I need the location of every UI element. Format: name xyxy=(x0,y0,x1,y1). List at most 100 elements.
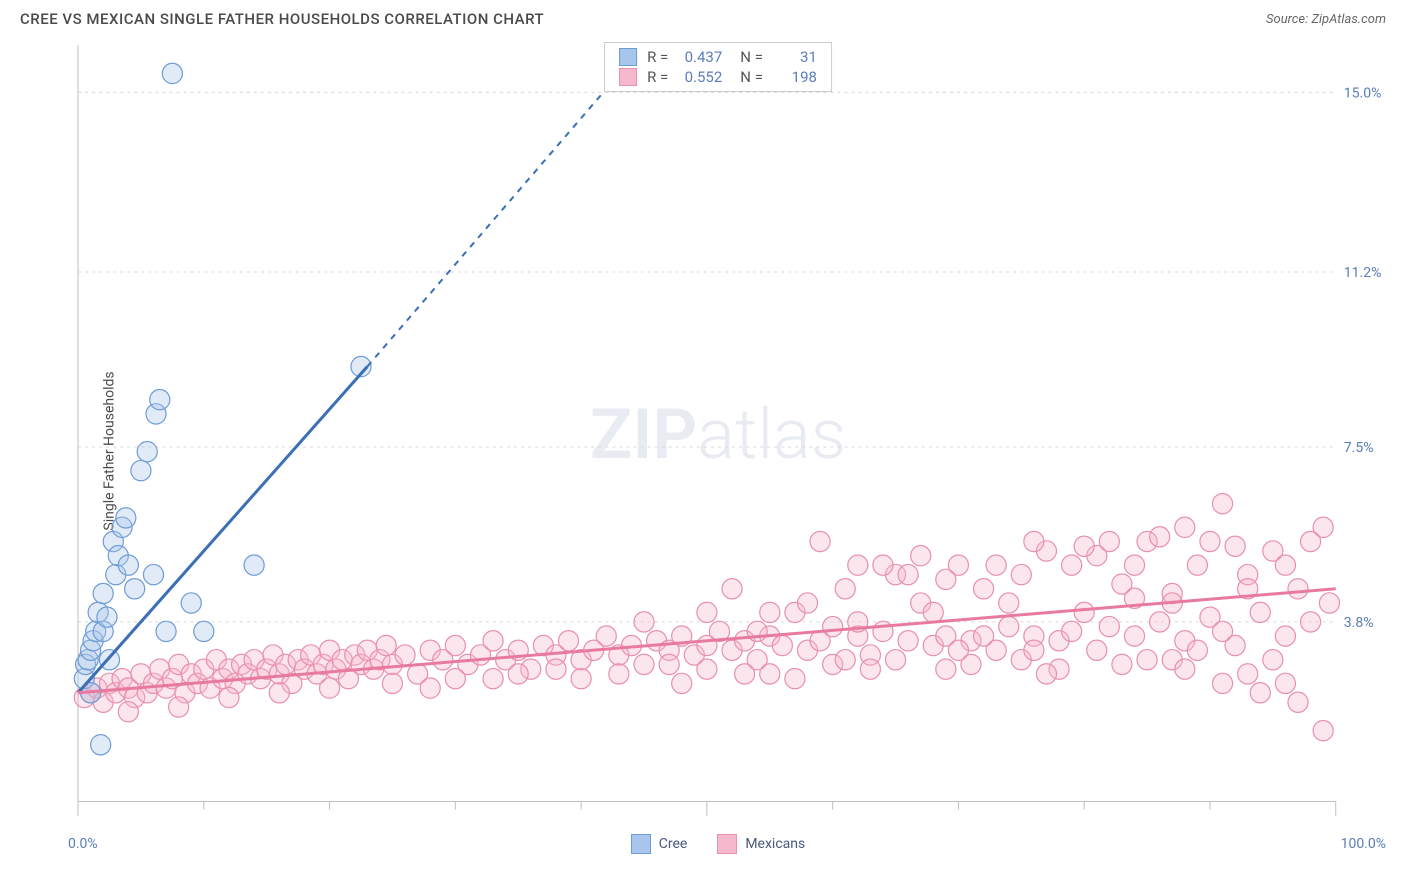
data-point xyxy=(1238,664,1258,684)
data-point xyxy=(1263,650,1283,670)
data-point xyxy=(936,569,956,589)
correlation-legend: R =0.437N =31R =0.552N =198 xyxy=(604,42,832,92)
data-point xyxy=(1062,555,1082,575)
data-point xyxy=(1288,579,1308,599)
data-point xyxy=(269,683,289,703)
legend-swatch xyxy=(619,68,637,86)
data-point xyxy=(116,508,136,528)
data-point xyxy=(1250,683,1270,703)
data-point xyxy=(986,555,1006,575)
data-point xyxy=(1187,555,1207,575)
data-point xyxy=(1124,626,1144,646)
data-point xyxy=(1250,602,1270,622)
data-point xyxy=(848,555,868,575)
scatter-plot: 3.8%7.5%11.2%15.0% xyxy=(70,40,1396,832)
data-point xyxy=(1150,527,1170,547)
data-point xyxy=(772,635,792,655)
data-point xyxy=(873,555,893,575)
data-point xyxy=(1301,531,1321,551)
y-tick-label: 7.5% xyxy=(1344,440,1374,456)
x-axis-min-label: 0.0% xyxy=(68,836,98,852)
data-point xyxy=(1024,640,1044,660)
data-point xyxy=(1313,720,1333,740)
data-point xyxy=(1137,650,1157,670)
r-value: 0.552 xyxy=(678,68,722,86)
n-label: N = xyxy=(740,68,763,86)
data-point xyxy=(137,442,157,462)
data-point xyxy=(974,579,994,599)
data-point xyxy=(244,555,264,575)
data-point xyxy=(911,546,931,566)
data-point xyxy=(1099,531,1119,551)
data-point xyxy=(181,593,201,613)
source-label: Source: xyxy=(1266,12,1308,27)
y-tick-label: 3.8% xyxy=(1344,615,1374,631)
data-point xyxy=(169,697,189,717)
data-point xyxy=(1124,555,1144,575)
data-point xyxy=(125,579,145,599)
data-point xyxy=(445,668,465,688)
data-point xyxy=(1225,536,1245,556)
data-point xyxy=(898,564,918,584)
data-point xyxy=(150,390,170,410)
legend-row-mexicans: R =0.552N =198 xyxy=(619,67,817,87)
data-point xyxy=(131,460,151,480)
data-point xyxy=(1275,626,1295,646)
data-point xyxy=(722,579,742,599)
legend-item-mexicans: Mexicans xyxy=(717,834,805,854)
data-point xyxy=(219,687,239,707)
data-point xyxy=(1011,564,1031,584)
data-point xyxy=(376,635,396,655)
data-point xyxy=(609,664,629,684)
data-point xyxy=(1288,692,1308,712)
r-label: R = xyxy=(647,48,668,66)
data-point xyxy=(634,654,654,674)
data-point xyxy=(1200,531,1220,551)
legend-swatch xyxy=(631,834,651,854)
data-point xyxy=(1212,621,1232,641)
legend-label: Mexicans xyxy=(745,836,805,852)
data-point xyxy=(156,621,176,641)
data-point xyxy=(760,602,780,622)
data-point xyxy=(760,664,780,684)
data-point xyxy=(571,668,591,688)
n-label: N = xyxy=(740,48,763,66)
data-point xyxy=(936,659,956,679)
data-point xyxy=(860,659,880,679)
data-point xyxy=(1319,593,1339,613)
r-value: 0.437 xyxy=(678,48,722,66)
data-point xyxy=(659,654,679,674)
series-mexicans xyxy=(74,494,1339,741)
data-point xyxy=(546,659,566,679)
data-point xyxy=(823,616,843,636)
data-point xyxy=(885,650,905,670)
regression-line-dash-cree xyxy=(367,45,644,366)
data-point xyxy=(797,593,817,613)
data-point xyxy=(558,631,578,651)
data-point xyxy=(1087,640,1107,660)
series-legend: Cree Mexicans xyxy=(631,834,805,854)
data-point xyxy=(395,645,415,665)
data-point xyxy=(1212,494,1232,514)
data-point xyxy=(118,702,138,722)
data-point xyxy=(923,602,943,622)
x-axis-max-label: 100.0% xyxy=(1341,836,1386,852)
n-value: 198 xyxy=(773,68,817,86)
data-point xyxy=(320,678,340,698)
data-point xyxy=(1175,659,1195,679)
data-point xyxy=(1099,616,1119,636)
data-point xyxy=(382,673,402,693)
legend-item-cree: Cree xyxy=(631,834,688,854)
data-point xyxy=(835,650,855,670)
data-point xyxy=(1275,555,1295,575)
data-point xyxy=(672,673,692,693)
data-point xyxy=(508,664,528,684)
data-point xyxy=(735,664,755,684)
data-point xyxy=(948,640,968,660)
data-point xyxy=(483,631,503,651)
data-point xyxy=(974,626,994,646)
y-tick-label: 15.0% xyxy=(1344,85,1382,101)
legend-swatch xyxy=(717,834,737,854)
n-value: 31 xyxy=(773,48,817,66)
data-point xyxy=(999,616,1019,636)
